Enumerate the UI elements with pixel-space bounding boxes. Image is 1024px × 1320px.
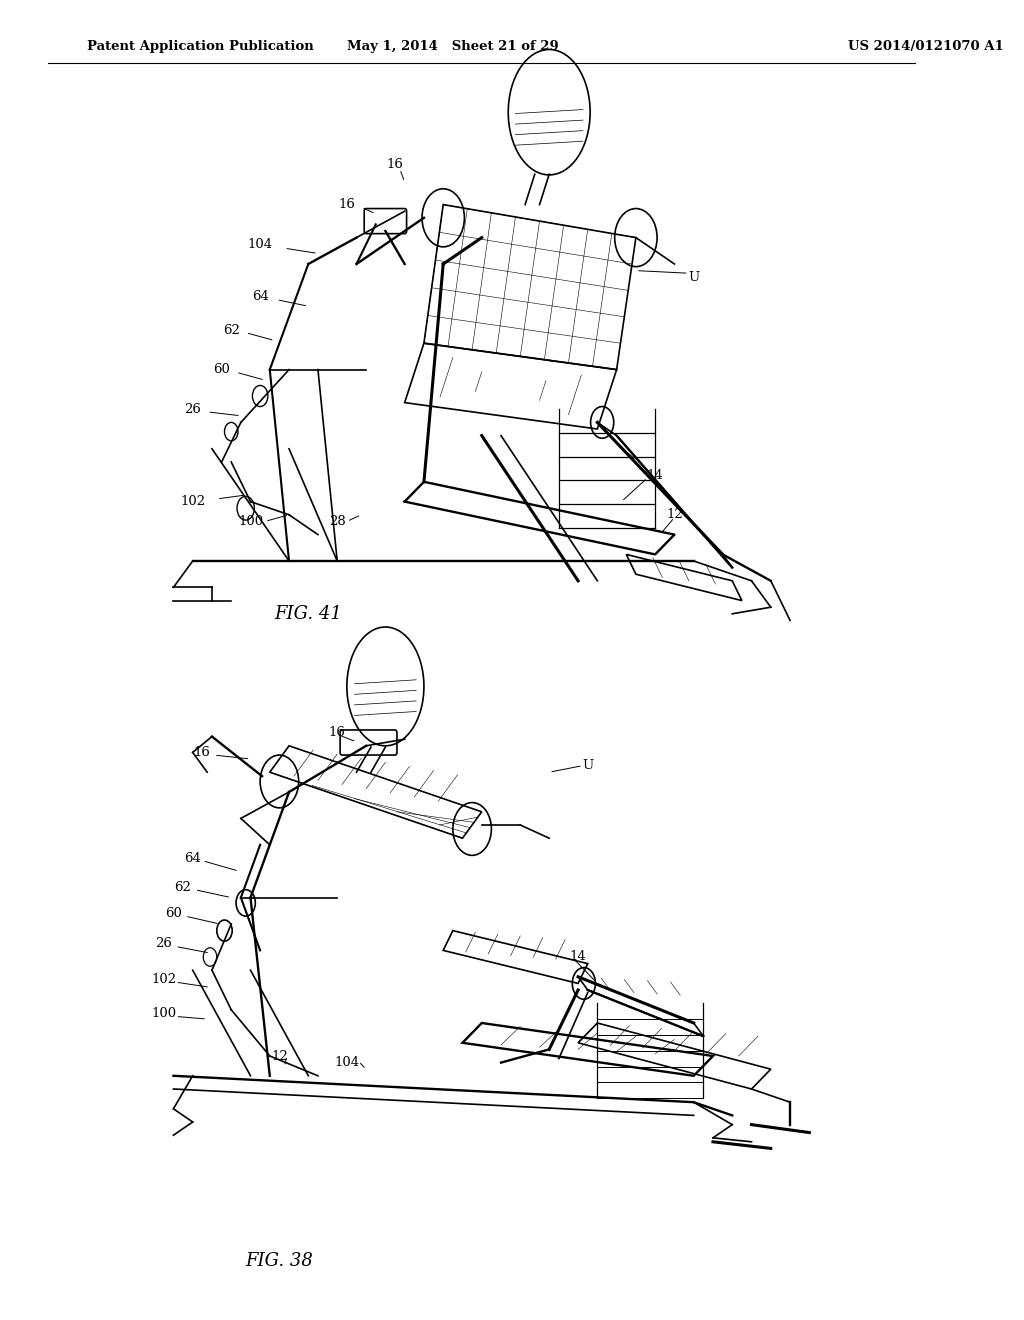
Text: 16: 16 (338, 198, 355, 211)
Text: 12: 12 (271, 1049, 288, 1063)
Text: 26: 26 (184, 403, 201, 416)
Text: 14: 14 (647, 469, 664, 482)
Text: 28: 28 (329, 515, 345, 528)
Text: 100: 100 (238, 515, 263, 528)
Text: 64: 64 (252, 290, 268, 304)
Text: 104: 104 (334, 1056, 359, 1069)
Text: Patent Application Publication: Patent Application Publication (87, 40, 313, 53)
Text: 60: 60 (213, 363, 230, 376)
Text: 16: 16 (194, 746, 211, 759)
Text: 62: 62 (223, 323, 240, 337)
Text: 64: 64 (184, 851, 201, 865)
Text: 26: 26 (156, 937, 172, 950)
Text: 60: 60 (165, 907, 182, 920)
Text: U: U (688, 271, 699, 284)
Text: 16: 16 (329, 726, 346, 739)
Text: 104: 104 (248, 238, 272, 251)
Text: 102: 102 (180, 495, 205, 508)
Text: 100: 100 (152, 1007, 176, 1020)
Text: 12: 12 (666, 508, 683, 521)
Text: US 2014/0121070 A1: US 2014/0121070 A1 (848, 40, 1004, 53)
Text: 102: 102 (152, 973, 176, 986)
Text: 16: 16 (387, 158, 403, 172)
Text: FIG. 38: FIG. 38 (246, 1251, 313, 1270)
Text: 62: 62 (175, 880, 191, 894)
Text: May 1, 2014   Sheet 21 of 29: May 1, 2014 Sheet 21 of 29 (347, 40, 559, 53)
Text: U: U (582, 759, 593, 772)
Text: FIG. 41: FIG. 41 (274, 605, 342, 623)
Text: 14: 14 (569, 950, 587, 964)
